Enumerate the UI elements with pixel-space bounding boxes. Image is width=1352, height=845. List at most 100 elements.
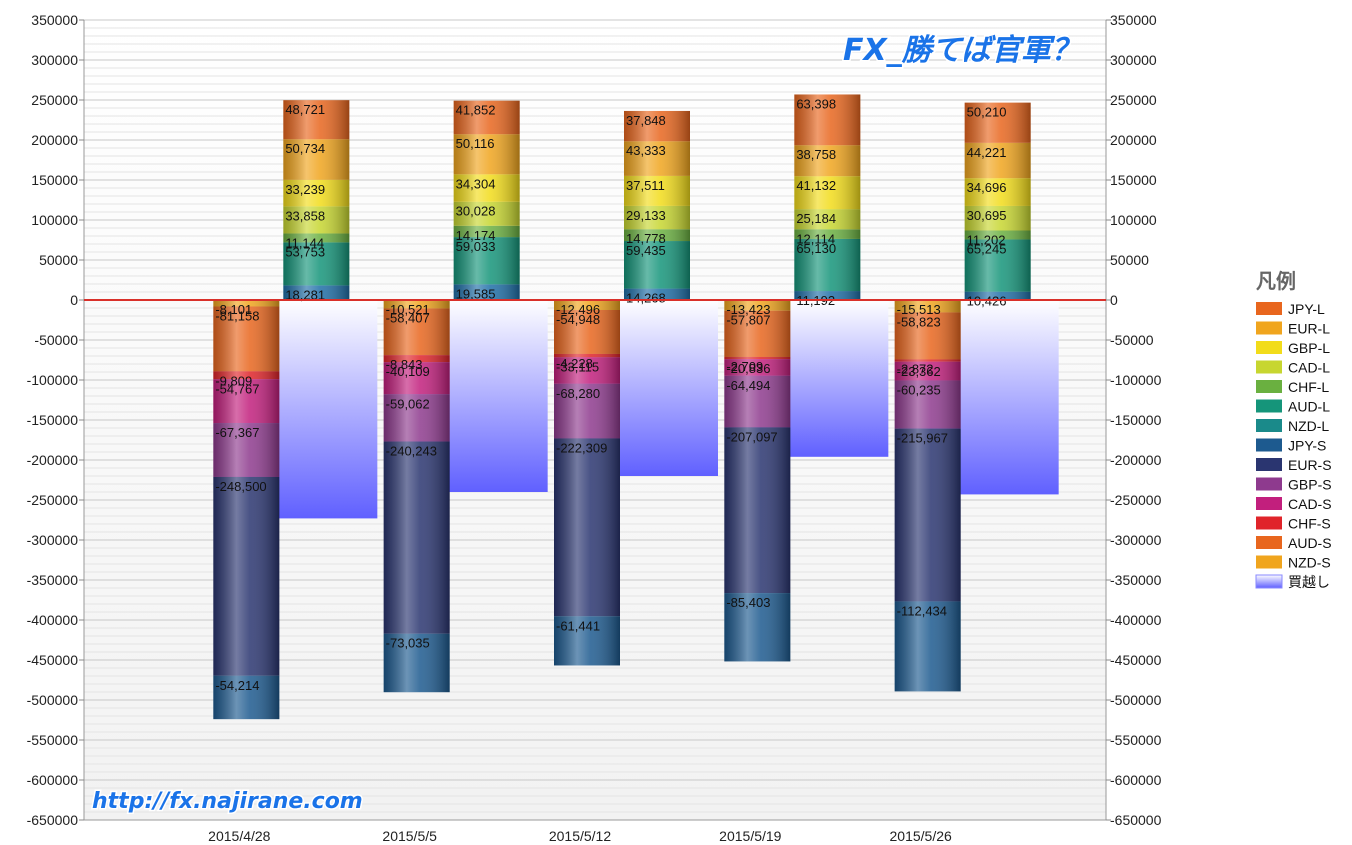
bar-shine xyxy=(554,353,620,358)
bar-shine xyxy=(894,359,961,362)
legend-item-label: GBP-L xyxy=(1288,340,1330,356)
data-label: 10,426 xyxy=(967,294,1007,309)
data-label: -54,214 xyxy=(215,678,259,693)
legend-swatch xyxy=(1256,399,1282,413)
y-tick-label-right: 0 xyxy=(1110,292,1118,308)
legend-item-label: CHF-S xyxy=(1288,516,1331,532)
y-tick-label-left: -450000 xyxy=(27,652,79,668)
bar-shine xyxy=(554,383,620,439)
bar-shine xyxy=(383,355,450,363)
data-label: -67,367 xyxy=(215,425,259,440)
legend-swatch xyxy=(1256,458,1282,471)
data-label: 11,144 xyxy=(285,235,324,250)
bar-shine xyxy=(794,209,861,230)
data-label: -112,434 xyxy=(897,603,947,618)
legend-item-label: JPY-L xyxy=(1288,301,1325,317)
legend-swatch xyxy=(1256,302,1282,315)
bar-shine xyxy=(964,142,1031,179)
bar-shine xyxy=(794,145,861,177)
y-tick-label-right: -300000 xyxy=(1110,532,1162,548)
data-label: 18,281 xyxy=(285,287,325,302)
legend-item-label: AUD-S xyxy=(1288,535,1332,551)
data-label: 29,133 xyxy=(626,208,666,223)
bar-shine xyxy=(554,616,620,666)
bar-shine xyxy=(894,601,961,692)
bar-shine xyxy=(383,394,450,442)
data-label: -23,362 xyxy=(897,364,941,379)
bar-shine xyxy=(964,205,1031,231)
bar-shine xyxy=(894,312,961,360)
bar-shine xyxy=(213,423,280,477)
y-tick-label-left: -350000 xyxy=(27,572,79,588)
bar-shine xyxy=(213,306,280,372)
y-tick-label-right: -400000 xyxy=(1110,612,1162,628)
bar-shine xyxy=(624,141,690,176)
data-label: -57,807 xyxy=(726,313,770,328)
data-label: -4,228 xyxy=(556,356,593,371)
bar-shine xyxy=(624,205,690,230)
data-label: 14,778 xyxy=(626,231,666,246)
bar-shine xyxy=(453,174,520,202)
y-tick-label-left: -400000 xyxy=(27,612,79,628)
data-label: -68,280 xyxy=(556,386,600,401)
bar-shine xyxy=(794,291,861,300)
bar-shine xyxy=(624,288,690,300)
data-label: -73,035 xyxy=(386,636,430,651)
data-label: -81,158 xyxy=(215,308,259,323)
bar-shine xyxy=(283,233,350,243)
y-tick-label-right: 50000 xyxy=(1110,252,1149,268)
bar-shine xyxy=(453,134,520,175)
bar-shine xyxy=(383,441,450,634)
data-label: -59,062 xyxy=(386,396,430,411)
data-label: 43,333 xyxy=(626,143,666,158)
bar-shine xyxy=(724,310,791,357)
data-label: 34,304 xyxy=(456,176,496,191)
bar-shine xyxy=(894,300,961,313)
x-tick-label: 2015/5/5 xyxy=(382,828,437,844)
data-label: 37,848 xyxy=(626,113,666,128)
data-label: 41,132 xyxy=(796,178,836,193)
y-tick-label-right: 150000 xyxy=(1110,172,1157,188)
bar-shine xyxy=(554,438,620,617)
bar-shine xyxy=(213,675,280,720)
data-label: -20,836 xyxy=(726,361,770,376)
bar-shine xyxy=(213,300,280,307)
bar-shine xyxy=(283,100,350,140)
legend-swatch xyxy=(1255,574,1283,589)
y-tick-label-left: -100000 xyxy=(27,372,79,388)
data-label: 48,721 xyxy=(285,102,325,117)
bar-shine xyxy=(213,371,280,380)
bar-shine xyxy=(794,94,861,146)
bar-shine xyxy=(724,359,791,376)
data-label: 30,695 xyxy=(967,208,1007,223)
data-label: 34,696 xyxy=(967,180,1007,195)
bar-shine xyxy=(554,357,620,384)
data-label: 25,184 xyxy=(796,211,836,226)
data-label: -85,403 xyxy=(726,595,770,610)
legend-swatch xyxy=(1256,321,1282,335)
data-label: -8,101 xyxy=(215,302,252,317)
legend: 凡例 JPY-L EUR-L GBP-L CAD-L CHF-L AUD-L NZD-L JP… xyxy=(1255,269,1332,590)
bar-shine xyxy=(213,476,280,676)
bar-shine xyxy=(964,178,1031,206)
bar-shine xyxy=(453,225,520,238)
data-label: 14,174 xyxy=(456,228,496,243)
data-label: 63,398 xyxy=(796,96,836,111)
data-label: -33,115 xyxy=(556,359,599,374)
data-label: 11,202 xyxy=(967,233,1006,248)
legend-item-label: CAD-S xyxy=(1288,496,1332,512)
bar-shine xyxy=(283,242,350,286)
y-tick-label-left: 150000 xyxy=(31,172,78,188)
bar-shine xyxy=(724,375,791,428)
data-label: -2,872 xyxy=(897,361,934,376)
legend-item-label: NZD-S xyxy=(1288,555,1331,571)
data-label: 53,753 xyxy=(285,244,325,259)
site-url: http://fx.najirane.com xyxy=(92,789,363,814)
x-tick-label: 2015/5/26 xyxy=(890,828,952,844)
data-label: -215,967 xyxy=(897,431,948,446)
y-tick-label-right: -500000 xyxy=(1110,692,1162,708)
data-label: 65,130 xyxy=(796,241,836,256)
data-label: 50,116 xyxy=(456,136,495,151)
bar-shine xyxy=(964,239,1031,292)
legend-swatch xyxy=(1256,360,1282,374)
